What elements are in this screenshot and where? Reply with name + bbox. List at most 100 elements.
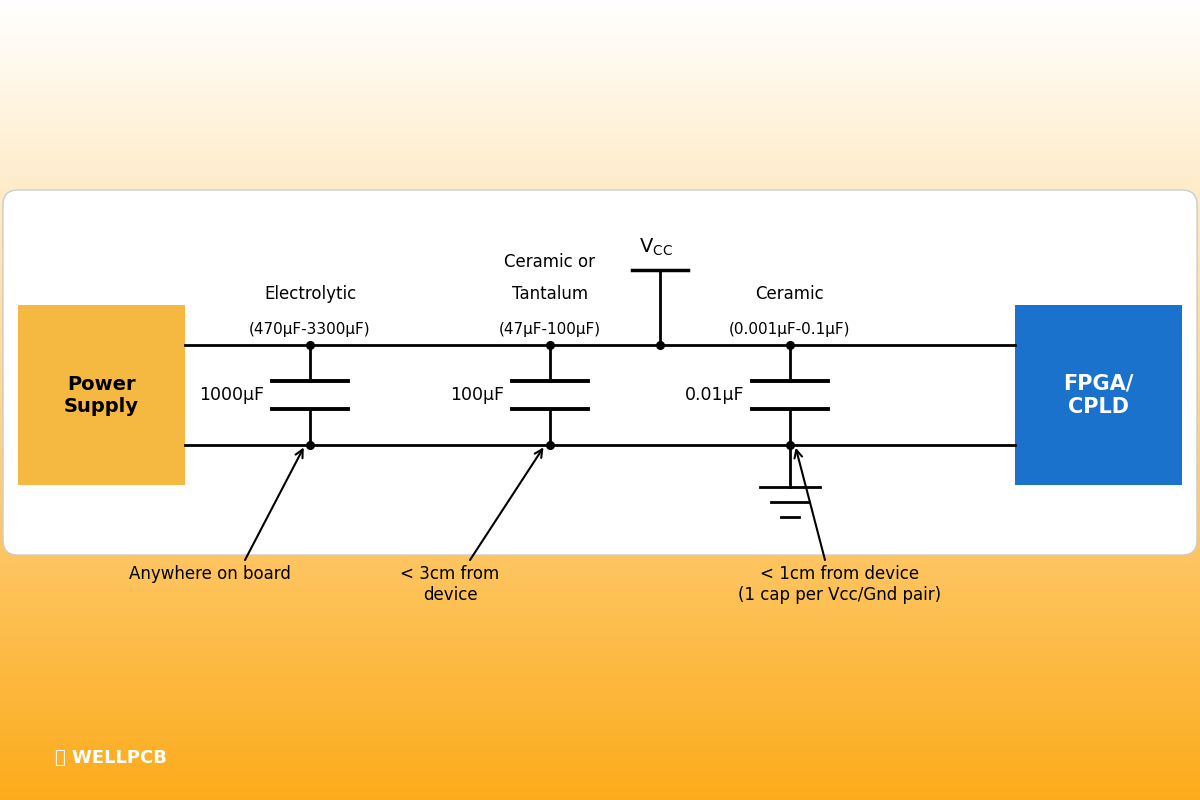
Bar (0, 470, 1200, 472)
Bar (0, 594, 1200, 598)
Bar (0, 570, 1200, 574)
Bar (0, 382, 1200, 384)
Bar (0, 150, 1200, 152)
Bar (0, 112, 1200, 114)
Bar (0, 658, 1200, 662)
Bar (0, 400, 1200, 402)
Bar (0, 486, 1200, 488)
Bar (0, 442, 1200, 446)
Bar (0, 194, 1200, 198)
Text: 1000μF: 1000μF (199, 386, 264, 404)
Bar (0, 198, 1200, 200)
Bar (0, 354, 1200, 358)
Bar (0, 598, 1200, 600)
Bar (0, 422, 1200, 424)
Text: Power
Supply: Power Supply (64, 374, 139, 415)
Bar (0, 714, 1200, 718)
Bar (0, 174, 1200, 176)
Bar (0, 674, 1200, 678)
Bar (0, 792, 1200, 794)
Bar (0, 534, 1200, 536)
Bar (0, 728, 1200, 730)
Bar (0, 568, 1200, 570)
Text: Electrolytic: Electrolytic (264, 285, 356, 303)
Bar (0, 318, 1200, 320)
Bar (0, 258, 1200, 262)
Bar (0, 42, 1200, 46)
Bar (18, 305, 185, 485)
Bar (0, 320, 1200, 322)
Bar (0, 536, 1200, 538)
Bar (0, 66, 1200, 70)
Bar (0, 14, 1200, 16)
Text: Tantalum: Tantalum (512, 285, 588, 303)
Bar (0, 712, 1200, 714)
Bar (0, 758, 1200, 760)
Bar (0, 226, 1200, 230)
Bar (0, 634, 1200, 638)
Bar (0, 272, 1200, 274)
Bar (0, 710, 1200, 712)
Bar (0, 98, 1200, 102)
Bar (0, 62, 1200, 64)
Bar (0, 160, 1200, 162)
Bar (0, 322, 1200, 326)
Bar (0, 726, 1200, 728)
Bar (0, 102, 1200, 104)
Bar (0, 448, 1200, 450)
Bar (0, 626, 1200, 630)
Bar (0, 494, 1200, 496)
Bar (0, 10, 1200, 14)
Bar (0, 190, 1200, 192)
Bar (0, 2, 1200, 6)
Bar (0, 170, 1200, 174)
Bar (0, 506, 1200, 510)
Bar (0, 416, 1200, 418)
Bar (0, 550, 1200, 552)
Bar (0, 336, 1200, 338)
Bar (0, 166, 1200, 168)
Bar (0, 440, 1200, 442)
Bar (0, 326, 1200, 328)
Bar (0, 152, 1200, 154)
Bar (0, 784, 1200, 786)
Bar (0, 106, 1200, 110)
Text: $\mathrm{V_{CC}}$: $\mathrm{V_{CC}}$ (640, 237, 673, 258)
Bar (0, 474, 1200, 478)
Bar (0, 82, 1200, 86)
Bar (0, 696, 1200, 698)
Bar (0, 778, 1200, 782)
Bar (0, 410, 1200, 414)
Bar (0, 304, 1200, 306)
Bar (0, 766, 1200, 768)
Bar (0, 458, 1200, 462)
Bar (0, 754, 1200, 758)
Bar (0, 302, 1200, 304)
Bar (0, 584, 1200, 586)
Bar (0, 464, 1200, 466)
Bar (0, 90, 1200, 94)
Bar (0, 26, 1200, 30)
Bar (0, 266, 1200, 270)
Bar (0, 600, 1200, 602)
Bar (0, 368, 1200, 370)
Bar (0, 130, 1200, 134)
Bar (0, 352, 1200, 354)
Bar (0, 798, 1200, 800)
Bar (0, 176, 1200, 178)
Bar (0, 512, 1200, 514)
Bar (0, 224, 1200, 226)
Bar (0, 282, 1200, 286)
Bar (0, 218, 1200, 222)
Bar (0, 406, 1200, 408)
Bar (0, 614, 1200, 616)
Bar (0, 94, 1200, 96)
Bar (0, 280, 1200, 282)
Bar (0, 638, 1200, 640)
Bar (0, 590, 1200, 592)
Bar (0, 202, 1200, 206)
Bar (0, 290, 1200, 294)
Bar (0, 390, 1200, 392)
Text: 0.01μF: 0.01μF (684, 386, 744, 404)
Text: FPGA/
CPLD: FPGA/ CPLD (1063, 374, 1134, 417)
